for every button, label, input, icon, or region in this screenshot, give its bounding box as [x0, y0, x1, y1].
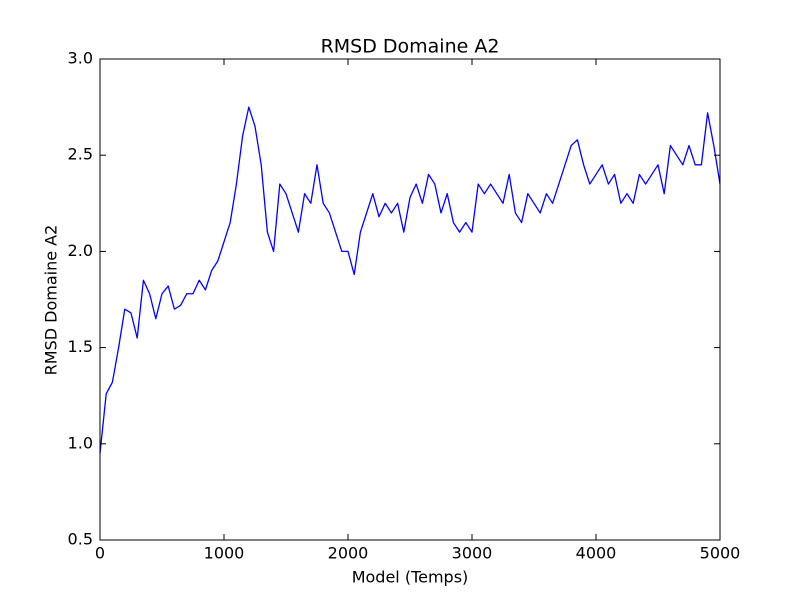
y-tick-label: 3.0	[68, 49, 93, 68]
y-tick-label: 2.5	[68, 145, 93, 164]
x-tick-label: 2000	[328, 544, 369, 563]
plot-frame	[99, 58, 721, 541]
x-tick-label: 4000	[576, 544, 617, 563]
x-tick-label: 3000	[452, 544, 493, 563]
x-tick-label: 1000	[204, 544, 245, 563]
y-tick-label: 0.5	[68, 530, 93, 549]
y-tick-label: 2.0	[68, 241, 93, 260]
x-tick-label: 0	[95, 544, 105, 563]
y-tick-label: 1.5	[68, 337, 93, 356]
y-tick-label: 1.0	[68, 433, 93, 452]
x-tick-label: 5000	[700, 544, 741, 563]
data-line	[99, 106, 721, 454]
y-axis-label: RMSD Domaine A2	[42, 225, 61, 376]
chart-title: RMSD Domaine A2	[321, 36, 500, 58]
x-axis-label: Model (Temps)	[352, 568, 469, 587]
